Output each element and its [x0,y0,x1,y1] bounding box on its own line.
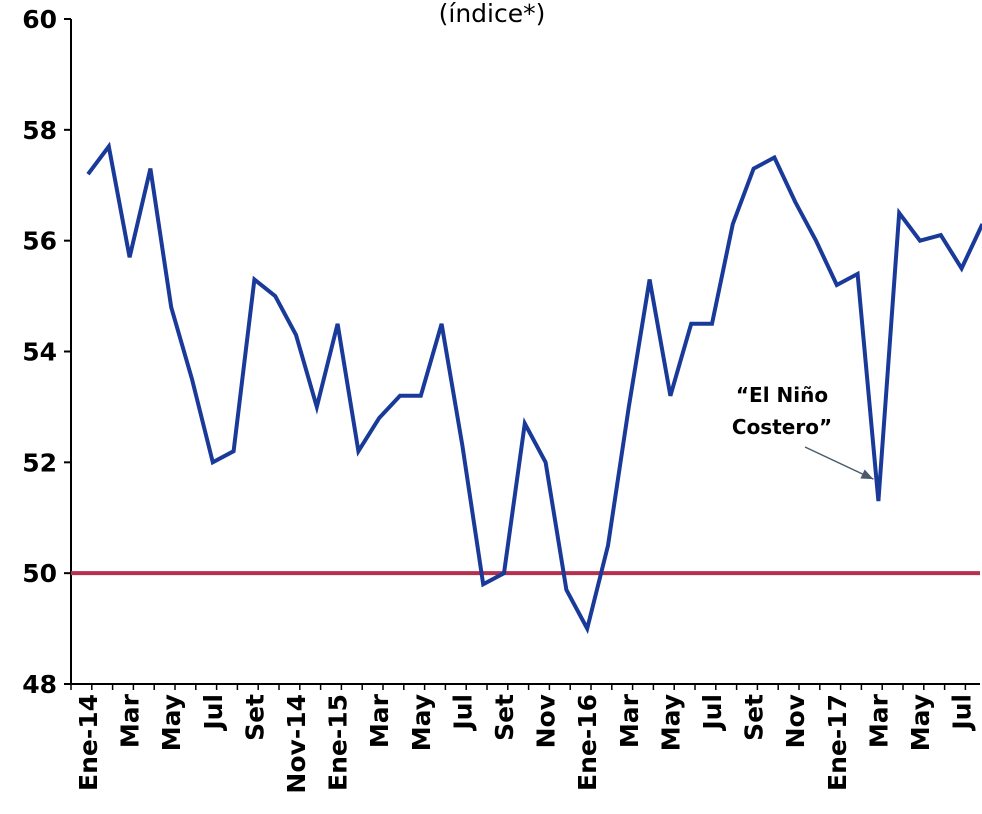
x-tick-label: May [906,694,935,751]
annotation-text-line1: “El Niño [736,383,828,407]
x-tick-label: Nov [532,694,561,748]
x-tick-label: Ene-15 [324,694,353,791]
y-tick-label: 56 [22,227,57,256]
x-tick-label: Set [240,694,269,741]
annotation-text-line2: Costero” [732,415,832,439]
x-tick-label: Nov-14 [282,694,311,794]
x-tick-label: Mar [365,693,394,748]
x-tick-label: Ene-16 [573,694,602,791]
y-tick-label: 52 [22,448,57,477]
x-tick-label: May [656,694,685,751]
x-tick-label: Jul [448,694,477,732]
annotation-arrowhead [860,469,874,480]
x-tick-label: Ene-17 [823,694,852,791]
x-tick-label: Mar [615,693,644,748]
series-group [86,141,982,635]
y-tick-label: 60 [22,5,57,34]
annotation-group: “El Niño Costero” [732,383,874,480]
x-tick-label: Jul [948,694,977,732]
series-line [86,141,982,635]
y-tick-label: 50 [22,559,57,588]
x-tick-label: Set [740,694,769,741]
x-tick-label: Mar [864,693,893,748]
x-tick-label: Ene-14 [74,694,103,791]
chart-subtitle: (índice*) [439,0,546,28]
x-tick-label: Nov [781,694,810,748]
x-tick-label: Jul [199,694,228,732]
x-tick-label: Set [490,694,519,741]
x-axis: Ene-14 Mar May Jul Set Nov-14 Ene-15 Mar May Jul S… [70,683,980,794]
y-tick-label: 48 [22,670,57,699]
x-tick-label: May [157,694,186,751]
x-tick-label: Jul [698,694,727,732]
y-tick-label: 58 [22,116,57,145]
x-tick-label: Mar [116,693,145,748]
annotation-arrow [804,446,874,480]
y-tick-label: 54 [22,338,57,367]
x-tick-label: May [407,694,436,751]
y-axis: 48 50 52 54 56 58 60 [22,5,72,699]
